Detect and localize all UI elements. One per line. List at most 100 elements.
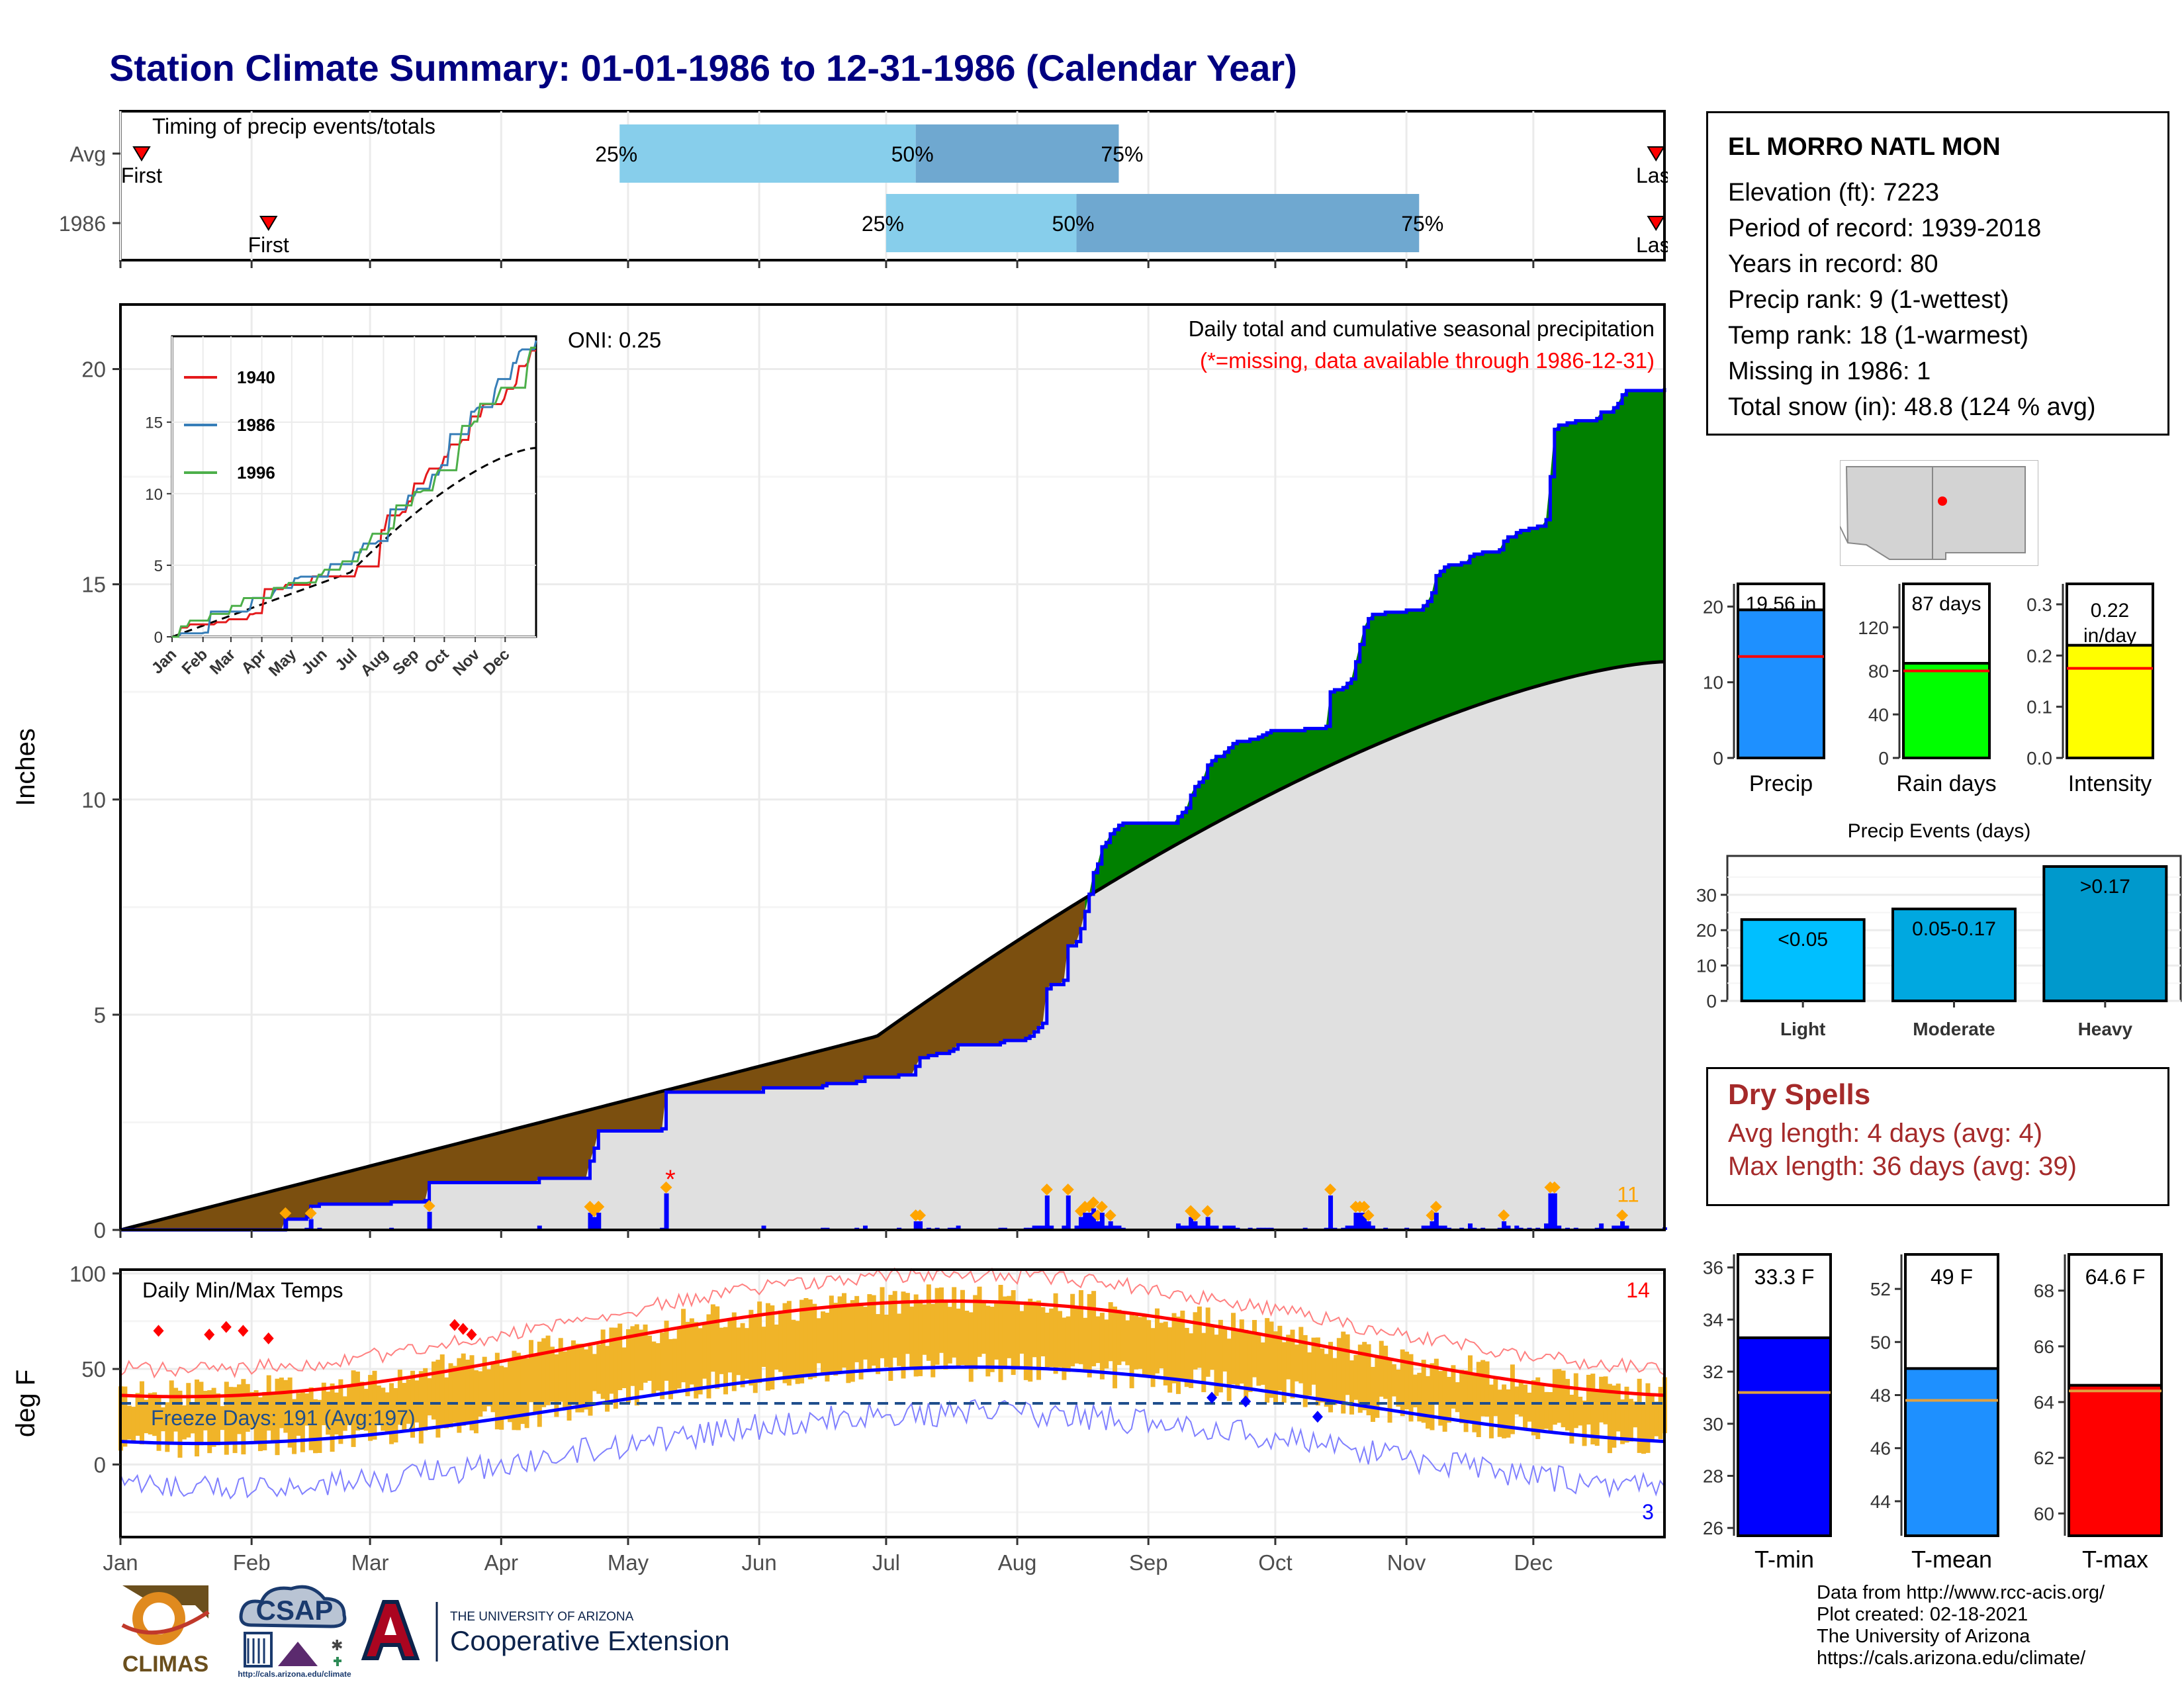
timing-bar-50-75 <box>1076 194 1420 252</box>
temps-daily-bar <box>1654 1401 1659 1436</box>
temps-daily-bar <box>1628 1399 1633 1442</box>
temps-daily-bar <box>1057 1311 1062 1368</box>
panel-y-tick-label: 60 <box>2034 1503 2054 1524</box>
temps-daily-bar <box>393 1387 398 1443</box>
precip-daily-bar <box>1506 1225 1511 1230</box>
precip-daily-bar <box>596 1212 602 1230</box>
temps-daily-bar <box>1531 1380 1536 1436</box>
temps-daily-bar <box>901 1291 906 1379</box>
temps-daily-bar <box>909 1306 915 1370</box>
temps-daily-bar <box>803 1297 809 1374</box>
station-period: Period of record: 1939-2018 <box>1728 214 2042 242</box>
precip-heavy-marker <box>279 1207 292 1219</box>
inset-plot-frame <box>171 335 537 638</box>
temps-daily-bar <box>765 1303 770 1391</box>
events-bar-heavy <box>2042 865 2168 1003</box>
temps-record-high-marker <box>238 1325 249 1337</box>
precip-daily-bar <box>1328 1195 1334 1230</box>
temps-daily-bar <box>613 1327 618 1409</box>
events-chart-title: Precip Events (days) <box>1848 820 2031 842</box>
precip-daily-bar <box>664 1193 669 1230</box>
temps-daily-bar <box>888 1295 893 1381</box>
precip-daily-bar <box>1040 1225 1046 1230</box>
month-x-tick-label: Feb <box>233 1550 271 1575</box>
precip-daily-bar <box>1210 1225 1215 1230</box>
temps-daily-bar <box>706 1314 711 1399</box>
temps-daily-bar <box>596 1344 602 1394</box>
panel-y-tick-label: 0.1 <box>2026 697 2052 718</box>
panel-category-label: Rain days <box>1896 771 1996 796</box>
temps-daily-bar <box>1032 1301 1037 1358</box>
temps-daily-bar <box>934 1288 940 1365</box>
station-precip-rank: Precip rank: 9 (1-wettest) <box>1728 286 2009 314</box>
temps-daily-bar <box>275 1378 280 1456</box>
precip-daily-bar <box>1036 1225 1042 1230</box>
temps-daily-bar <box>1311 1337 1316 1385</box>
panel-y-tick-label: 62 <box>2034 1448 2054 1468</box>
temps-daily-bar <box>512 1350 517 1430</box>
temps-daily-bar <box>584 1349 589 1410</box>
temps-daily-bar <box>676 1327 682 1389</box>
temps-daily-bar <box>1412 1374 1418 1408</box>
climas-text: CLIMAS <box>122 1652 208 1677</box>
panel-y-tick-label: 44 <box>1870 1491 1891 1512</box>
inset-legend-label: 1940 <box>237 367 275 387</box>
temps-daily-bar <box>1210 1324 1215 1370</box>
temps-daily-bar <box>1396 1370 1401 1407</box>
inset-legend-label: 1996 <box>237 463 275 483</box>
precip-heavy-marker <box>592 1200 605 1213</box>
temps-daily-bar <box>245 1383 250 1432</box>
temps-daily-bar <box>1637 1378 1642 1453</box>
temps-daily-bar <box>880 1287 885 1358</box>
month-x-tick-label: Dec <box>1514 1550 1553 1575</box>
temps-daily-bar <box>1578 1396 1583 1426</box>
precip-heavy-marker <box>1095 1200 1108 1213</box>
credits: Data from http://www.rcc-acis.org/ Plot … <box>1817 1582 2105 1669</box>
precip-daily-bar <box>1548 1193 1553 1230</box>
month-x-tick-label: Jul <box>872 1550 900 1575</box>
temps-daily-bar <box>694 1322 699 1399</box>
credit-university: The University of Arizona <box>1817 1626 2030 1647</box>
precip-daily-bar <box>1370 1225 1375 1230</box>
precip-heavy-marker <box>1201 1205 1214 1217</box>
temps-daily-bar <box>1007 1295 1012 1358</box>
precip-daily-bar <box>1353 1212 1359 1230</box>
temps-daily-bar <box>1146 1320 1152 1376</box>
temps-daily-bar <box>795 1321 800 1384</box>
temps-daily-bar <box>926 1284 931 1361</box>
month-x-tick-label: Sep <box>1129 1550 1168 1575</box>
temps-daily-bar <box>537 1341 542 1427</box>
precip-daily-bar <box>1175 1223 1181 1230</box>
precip-daily-bar <box>1438 1225 1443 1230</box>
temps-daily-bar <box>778 1310 784 1372</box>
precip-daily-bar <box>1366 1221 1371 1230</box>
panel-value-unit: in/day <box>2083 625 2136 647</box>
temps-daily-bar <box>558 1338 563 1402</box>
temps-daily-bar <box>1315 1337 1320 1406</box>
precip-deficit-area <box>120 898 1085 1230</box>
temps-daily-bar <box>232 1387 238 1454</box>
temps-daily-bar <box>655 1343 660 1391</box>
panel-category-label: T-mean <box>1911 1546 1992 1573</box>
temps-daily-bar <box>1011 1289 1016 1376</box>
temps-daily-bar <box>1307 1352 1312 1396</box>
station-missing: Missing in 1986: 1 <box>1728 357 1931 385</box>
month-x-tick-label: Nov <box>1387 1550 1426 1575</box>
temps-daily-bar <box>1607 1383 1612 1454</box>
panel-value-label: 19.56 in <box>1746 593 1817 615</box>
precip-daily-bar <box>1357 1212 1363 1230</box>
temps-daily-bar <box>1049 1308 1054 1368</box>
temps-daily-bar <box>744 1328 749 1379</box>
temps-daily-bar <box>1180 1310 1185 1380</box>
temps-record-high-count: 14 <box>1626 1278 1650 1302</box>
panel-y-tick-label: 32 <box>1703 1362 1723 1382</box>
precip-daily-bar <box>1062 1225 1067 1230</box>
precip-daily-bar <box>1442 1225 1447 1230</box>
temps-daily-bar <box>461 1353 466 1426</box>
panel-value-label: 64.6 F <box>2085 1265 2146 1289</box>
temps-daily-bar <box>351 1370 356 1447</box>
temps-daily-bar <box>1087 1293 1092 1378</box>
temps-record-high-marker <box>466 1329 477 1341</box>
temps-daily-bar <box>139 1381 144 1444</box>
precip-daily-bar <box>956 1225 961 1230</box>
